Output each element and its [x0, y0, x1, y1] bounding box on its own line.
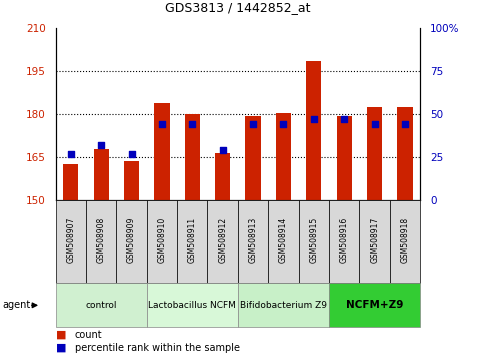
Bar: [185, 114, 200, 200]
Bar: [177, 200, 208, 283]
Text: GSM508907: GSM508907: [66, 217, 75, 263]
Text: GSM508916: GSM508916: [340, 217, 349, 263]
Text: GSM508917: GSM508917: [370, 217, 379, 263]
Point: [401, 122, 409, 127]
Bar: [268, 200, 298, 283]
Point: [67, 151, 74, 156]
Text: count: count: [75, 330, 102, 339]
Point: [341, 116, 348, 122]
Bar: [276, 113, 291, 200]
Text: GSM508913: GSM508913: [249, 217, 257, 263]
Text: GSM508912: GSM508912: [218, 217, 227, 263]
Text: NCFM+Z9: NCFM+Z9: [346, 300, 403, 310]
Bar: [306, 61, 322, 200]
Bar: [367, 107, 382, 200]
Text: GSM508910: GSM508910: [157, 217, 167, 263]
Bar: [337, 116, 352, 200]
Bar: [86, 200, 116, 283]
Bar: [147, 283, 238, 327]
Bar: [398, 107, 412, 200]
Bar: [154, 103, 170, 200]
Text: GSM508909: GSM508909: [127, 217, 136, 263]
Bar: [298, 200, 329, 283]
Bar: [94, 149, 109, 200]
Point: [188, 122, 196, 127]
Point: [280, 122, 287, 127]
Text: GSM508911: GSM508911: [188, 217, 197, 263]
Bar: [245, 116, 261, 200]
Bar: [124, 161, 139, 200]
Point: [128, 151, 135, 156]
Bar: [329, 200, 359, 283]
Point: [310, 116, 318, 122]
Bar: [56, 200, 86, 283]
Text: GDS3813 / 1442852_at: GDS3813 / 1442852_at: [165, 1, 311, 14]
Bar: [56, 283, 147, 327]
Text: control: control: [85, 301, 117, 310]
Point: [158, 122, 166, 127]
Bar: [147, 200, 177, 283]
Text: ■: ■: [56, 330, 66, 339]
Point: [249, 122, 257, 127]
Text: ■: ■: [56, 343, 66, 353]
Point: [97, 142, 105, 148]
Bar: [208, 200, 238, 283]
Bar: [238, 283, 329, 327]
Bar: [238, 200, 268, 283]
Text: Lactobacillus NCFM: Lactobacillus NCFM: [148, 301, 236, 310]
Text: GSM508908: GSM508908: [97, 217, 106, 263]
Text: agent: agent: [2, 300, 30, 310]
Bar: [63, 164, 78, 200]
Point: [371, 122, 379, 127]
Bar: [329, 283, 420, 327]
Point: [219, 147, 227, 153]
Text: GSM508914: GSM508914: [279, 217, 288, 263]
Text: Bifidobacterium Z9: Bifidobacterium Z9: [240, 301, 327, 310]
Bar: [116, 200, 147, 283]
Bar: [390, 200, 420, 283]
Bar: [359, 200, 390, 283]
Text: GSM508915: GSM508915: [309, 217, 318, 263]
Text: percentile rank within the sample: percentile rank within the sample: [75, 343, 240, 353]
Bar: [215, 153, 230, 200]
Text: GSM508918: GSM508918: [400, 217, 410, 263]
